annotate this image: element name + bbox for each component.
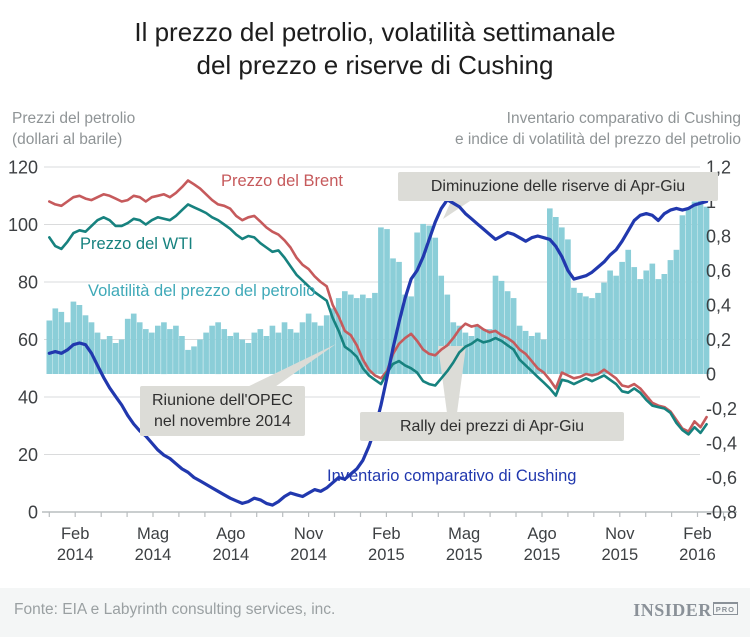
svg-text:-0,6: -0,6 [706,468,737,488]
annotation-price-rally: Rally dei prezzi di Apr-Giu [360,412,624,441]
svg-text:2014: 2014 [57,546,94,564]
brand-suffix: PRO [712,602,738,615]
svg-text:2014: 2014 [135,546,172,564]
annotation-opec-line1: Riunione dell'OPEC [152,392,293,409]
svg-text:120: 120 [8,158,38,178]
brent-line [47,179,708,433]
svg-text:Feb: Feb [61,525,89,543]
svg-text:1: 1 [706,192,716,212]
annotation-inventory-drop: Diminuzione delle riserve di Apr-Giu [398,172,718,201]
annotation-opec-meeting: Riunione dell'OPEC nel novembre 2014 [140,386,305,436]
right-axis-header-line2: e indice di volatilità del prezzo del pe… [454,131,741,148]
wti-line [47,203,708,436]
svg-text:60: 60 [18,330,38,350]
svg-text:Mag: Mag [448,525,480,543]
svg-text:0,4: 0,4 [706,296,731,316]
svg-text:Mag: Mag [137,525,169,543]
brent-series-label: Prezzo del Brent [221,172,343,190]
svg-text:2015: 2015 [446,546,483,564]
cushing-series-label: Inventario comparativo di Cushing [327,467,577,485]
svg-text:2015: 2015 [524,546,561,564]
source-text: Fonte: EIA e Labyrinth consulting servic… [14,601,336,618]
svg-text:40: 40 [18,388,38,408]
x-axis [42,511,737,517]
svg-text:Nov: Nov [294,525,324,543]
svg-text:Feb: Feb [683,525,711,543]
chart-title: Il prezzo del petrolio, volatilità setti… [0,16,750,82]
svg-text:Nov: Nov [605,525,635,543]
svg-text:Feb: Feb [372,525,400,543]
chart-title-line1: Il prezzo del petrolio, volatilità setti… [134,17,616,47]
svg-text:Ago: Ago [216,525,245,543]
wti-series-label: Prezzo del WTI [80,235,193,253]
svg-text:100: 100 [8,215,38,235]
svg-text:80: 80 [18,273,38,293]
svg-text:0,8: 0,8 [706,227,731,247]
svg-text:0,2: 0,2 [706,330,731,350]
svg-text:2015: 2015 [601,546,638,564]
svg-text:0,6: 0,6 [706,261,731,281]
insider-pro-logo: INSIDER PRO [633,600,738,621]
chart-title-line2: del prezzo e riserve di Cushing [196,50,554,80]
left-axis-header-line2: (dollari al barile) [12,131,123,148]
left-axis-header: Prezzi del petrolio (dollari al barile) [12,108,135,150]
brand-name: INSIDER [633,600,712,620]
svg-text:2014: 2014 [290,546,327,564]
svg-text:-0,4: -0,4 [706,434,737,454]
volatility-bars [46,198,710,375]
x-axis-labels: Feb 2014 Mag 2014 Ago 2014 Nov 2014 Feb 2015 Mag 20… [57,525,716,564]
svg-text:0: 0 [706,365,716,385]
annotation-opec-line2: nel novembre 2014 [153,413,291,430]
annotation-tails [243,199,473,413]
volatility-series-label: Volatilità del prezzo del petrolio [88,282,316,300]
left-axis-header-line1: Prezzi del petrolio [12,110,136,127]
svg-text:Ago: Ago [527,525,556,543]
right-axis-header: Inventario comparativo di Cushing e indi… [455,108,741,150]
svg-text:0: 0 [28,503,38,523]
footer-strip [0,588,750,637]
right-axis-header-line1: Inventario comparativo di Cushing [506,110,741,127]
y-axis-left-labels: 120 100 80 60 40 20 0 [8,158,38,523]
svg-text:-0,8: -0,8 [706,503,737,523]
svg-text:2015: 2015 [368,546,405,564]
y-axis-right-labels: 1,210,80,60,40,20-0,2-0,4-0,6-0,8 [706,158,737,523]
svg-text:2014: 2014 [212,546,249,564]
svg-text:2016: 2016 [679,546,716,564]
svg-text:20: 20 [18,445,38,465]
svg-text:-0,2: -0,2 [706,399,737,419]
